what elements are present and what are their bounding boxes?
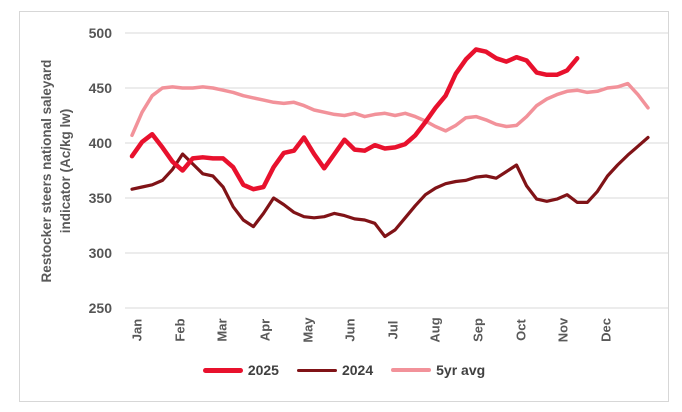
chart-legend: 2025 2024 5yr avg	[19, 362, 669, 378]
x-tick-label-feb: Feb	[172, 318, 188, 342]
x-tick-label-aug: Aug	[427, 317, 443, 343]
y-tick-label-250: 250	[88, 300, 112, 316]
x-tick-label-jan: Jan	[129, 318, 145, 342]
y-tick-label-450: 450	[88, 80, 112, 96]
y-tick-label-400: 400	[88, 135, 112, 151]
legend-item-5yr-avg: 5yr avg	[391, 362, 485, 378]
legend-label-5yr-avg: 5yr avg	[436, 362, 486, 378]
series-line-2025	[129, 47, 580, 192]
x-tick-label-jul: Jul	[385, 320, 401, 340]
legend-swatch-2024	[296, 368, 337, 372]
x-tick-label-oct: Oct	[513, 319, 529, 341]
series-line-2024	[130, 135, 650, 239]
x-tick-label-sep: Sep	[470, 318, 486, 342]
legend-item-2025: 2025	[202, 362, 279, 378]
legend-label-2024: 2024	[341, 362, 374, 378]
y-axis-title: Restocker steers national saleyard indic…	[39, 59, 73, 283]
series-line-5yr-avg	[130, 81, 650, 138]
y-tick-label-500: 500	[88, 25, 112, 41]
x-tick-label-dec: Dec	[598, 318, 614, 342]
x-tick-label-nov: Nov	[555, 317, 571, 343]
y-tick-label-300: 300	[88, 245, 112, 261]
x-tick-label-mar: Mar	[214, 318, 230, 342]
legend-swatch-5yr-avg	[391, 368, 432, 372]
x-tick-label-apr: Apr	[257, 318, 273, 342]
y-tick-label-350: 350	[88, 190, 112, 206]
legend-item-2024: 2024	[296, 362, 374, 378]
x-tick-label-jun: Jun	[342, 318, 358, 342]
legend-label-2025: 2025	[247, 362, 279, 378]
legend-swatch-2025	[202, 367, 243, 373]
x-tick-label-may: May	[300, 317, 316, 343]
chart-frame	[19, 11, 669, 402]
